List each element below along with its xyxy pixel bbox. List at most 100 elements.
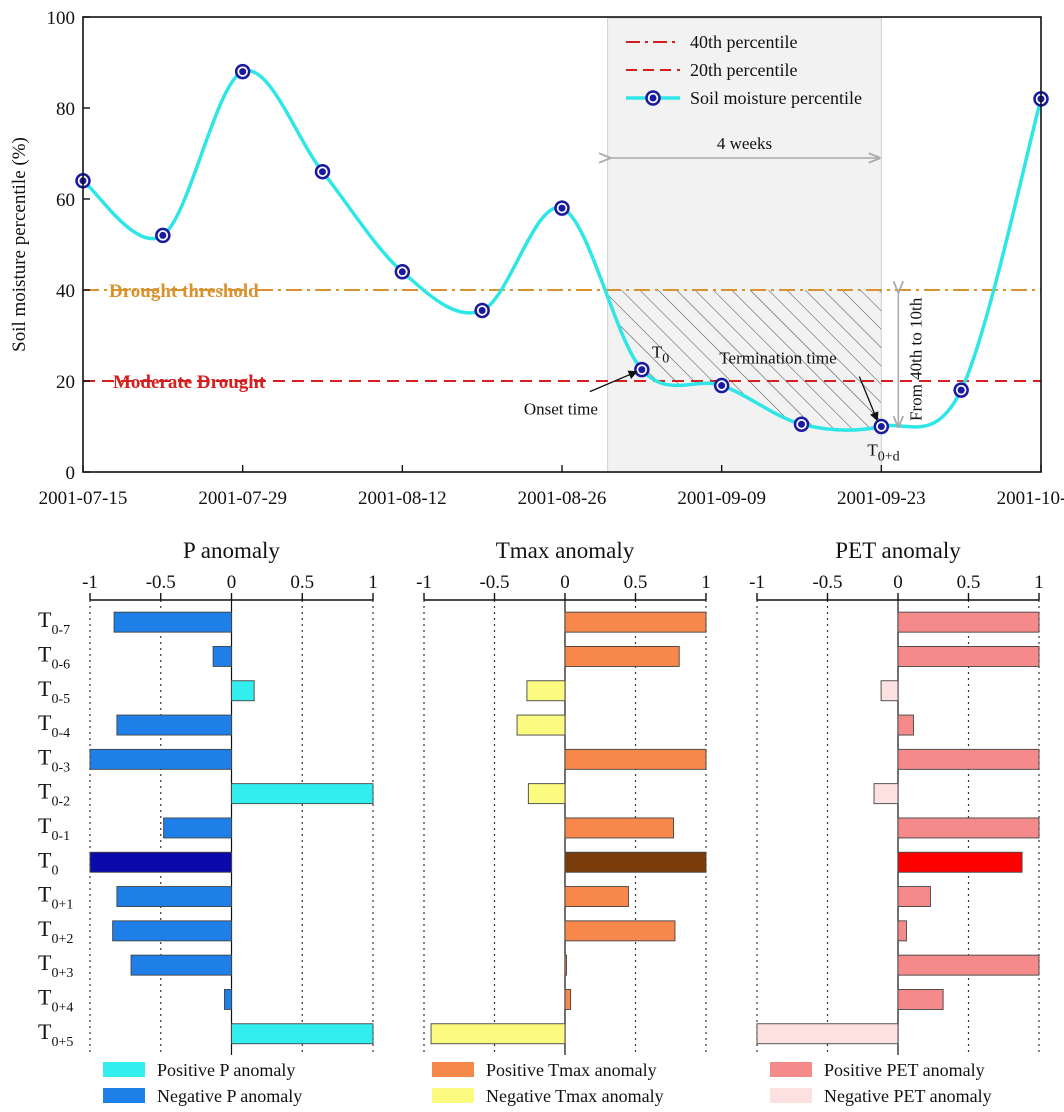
y-tick-label: 100 [47, 8, 76, 29]
legend-pos-tmax-swatch [432, 1062, 474, 1077]
tmax-anomaly-bar [564, 954, 567, 976]
bar-category-label: T0-4 [38, 710, 70, 741]
bar-category-label: T0-6 [38, 641, 70, 672]
soil-moisture-point-core [558, 204, 566, 212]
x-tick-label: 2001-08-26 [518, 488, 607, 509]
p-anomaly-bar [89, 748, 232, 770]
p-anomaly-bar [231, 680, 255, 702]
p-anomaly-bar [163, 817, 232, 839]
legend-20th-label: 20th percentile [690, 60, 797, 80]
y-tick-label: 60 [56, 190, 75, 211]
legend-neg-tmax-label: Negative Tmax anomaly [486, 1086, 664, 1106]
tmax-anomaly-panel: Tmax anomaly -1 -0.5 0 0.5 1 [416, 538, 711, 1055]
p-anomaly-bar [89, 851, 232, 873]
pet-anomaly-bar [897, 817, 1040, 839]
bar-x-tick-label: 0 [227, 572, 237, 593]
pet-anomaly-bar [897, 989, 944, 1010]
duration-label: 4 weeks [717, 134, 772, 153]
soil-moisture-point-core [159, 231, 167, 239]
soil-moisture-point-core [319, 168, 326, 176]
soil-moisture-panel: 0 20 40 60 80 100 2001-07-15 2001-07-29 2001-08… [9, 8, 1064, 509]
drought-severity-hatch [607, 290, 882, 431]
soil-moisture-point-core [718, 382, 726, 390]
soil-moisture-point-core [957, 386, 965, 394]
p-anomaly-bar [231, 783, 374, 805]
bar-category-label: T0-5 [38, 676, 70, 707]
top-x-axis: 2001-07-15 2001-07-29 2001-08-12 2001-08-26… [39, 465, 1064, 509]
bar-category-label: T0-3 [38, 744, 70, 775]
x-tick-label: 2001-10-07 [997, 488, 1064, 509]
legend-neg-p-swatch [103, 1088, 145, 1103]
top-y-axis: 0 20 40 60 80 100 [47, 8, 90, 484]
p-anomaly-bar [223, 989, 232, 1010]
bar-x-tick-label: -0.5 [812, 572, 842, 593]
tmax-anomaly-bar [564, 646, 680, 667]
pet-anomaly-bar [756, 1023, 899, 1045]
p-anomaly-bar [113, 611, 232, 633]
x-tick-label: 2001-07-15 [39, 488, 128, 509]
pet-anomaly-bar [897, 920, 907, 942]
legend-neg-p-label: Negative P anomaly [157, 1086, 302, 1106]
legend-neg-tmax-swatch [432, 1088, 474, 1103]
bar-category-label: T0-7 [38, 607, 70, 638]
bar-category-label: T0+3 [38, 950, 73, 981]
bar-x-tick-label: -1 [416, 572, 432, 593]
pet-anomaly-bar [897, 611, 1040, 633]
bar-category-labels: T0-7T0-6T0-5T0-4T0-3T0-2T0-1T0T0+1T0+2T0… [38, 607, 73, 1050]
bar-category-label: T0+5 [38, 1019, 73, 1050]
p-anomaly-bar [231, 1023, 374, 1045]
bar-category-label: T0+2 [38, 916, 73, 947]
legend-pos-pet-label: Positive PET anomaly [824, 1060, 985, 1080]
onset-time-label: Onset time [524, 400, 598, 419]
tmax-anomaly-bar [564, 989, 572, 1010]
onset-arrow [589, 370, 638, 393]
pet-anomaly-bar [897, 886, 931, 907]
legend-pos-p-swatch [103, 1062, 145, 1077]
tmax-anomaly-bar [564, 886, 629, 907]
bar-category-label: T0+1 [38, 882, 73, 913]
bar-x-tick-label: -1 [82, 572, 98, 593]
tmax-anomaly-bar [564, 817, 675, 839]
x-tick-label: 2001-08-12 [358, 488, 447, 509]
pet-panel-title: PET anomaly [835, 538, 961, 563]
moderate-drought-label: Moderate Drought [113, 372, 266, 393]
p-anomaly-bar [112, 920, 232, 942]
x-tick-label: 2001-07-29 [198, 488, 287, 509]
legend-neg-pet-label: Negative PET anomaly [824, 1086, 992, 1106]
bar-category-label: T0-2 [38, 779, 70, 810]
pet-anomaly-bar [897, 714, 914, 736]
bar-x-tick-label: -1 [749, 572, 765, 593]
legend-pos-p-label: Positive P anomaly [157, 1060, 295, 1080]
bar-category-label: T0+4 [38, 984, 73, 1015]
y-tick-label: 80 [56, 99, 75, 120]
bar-x-tick-label: 0.5 [624, 572, 648, 593]
y-axis-label: Soil moisture percentile (%) [9, 137, 30, 352]
drought-threshold-label: Drought threshold [109, 281, 259, 302]
bar-x-tick-label: -0.5 [146, 572, 176, 593]
bar-category-label: T0-1 [38, 813, 70, 844]
soil-moisture-point-core [478, 306, 486, 314]
tmax-anomaly-bar [526, 680, 566, 702]
severity-label: From 40th to 10th [906, 297, 925, 421]
soil-moisture-point-core [638, 366, 646, 374]
p-anomaly-panel: P anomaly -1 -0.5 0 0.5 1 [82, 538, 378, 1055]
bar-x-tick-label: 0.5 [290, 572, 314, 593]
p-anomaly-bar [212, 646, 232, 667]
tmax-anomaly-bar [564, 748, 707, 770]
soil-moisture-point-core [239, 68, 247, 76]
pet-anomaly-panel: PET anomaly -1 -0.5 0 0.5 1 [749, 538, 1044, 1055]
termination-arrow [858, 376, 879, 422]
tmax-anomaly-bar [564, 920, 676, 942]
soil-moisture-point-core [877, 423, 885, 430]
bar-x-tick-label: 1 [368, 572, 378, 593]
bar-x-tick-label: 0 [560, 572, 570, 593]
pet-anomaly-bar [880, 680, 899, 702]
legend-40th-label: 40th percentile [690, 32, 797, 52]
p-panel-title: P anomaly [183, 538, 280, 563]
bar-x-tick-label: 1 [1034, 572, 1044, 593]
pet-anomaly-bar [873, 783, 899, 805]
anomaly-bar-panels: P anomaly -1 -0.5 0 0.5 1 Tmax anomaly -1 -0.5 0 0… [82, 538, 1044, 1055]
bar-x-tick-label: 0 [893, 572, 903, 593]
tmax-anomaly-bar [527, 783, 566, 805]
soil-moisture-point-core [798, 420, 805, 428]
